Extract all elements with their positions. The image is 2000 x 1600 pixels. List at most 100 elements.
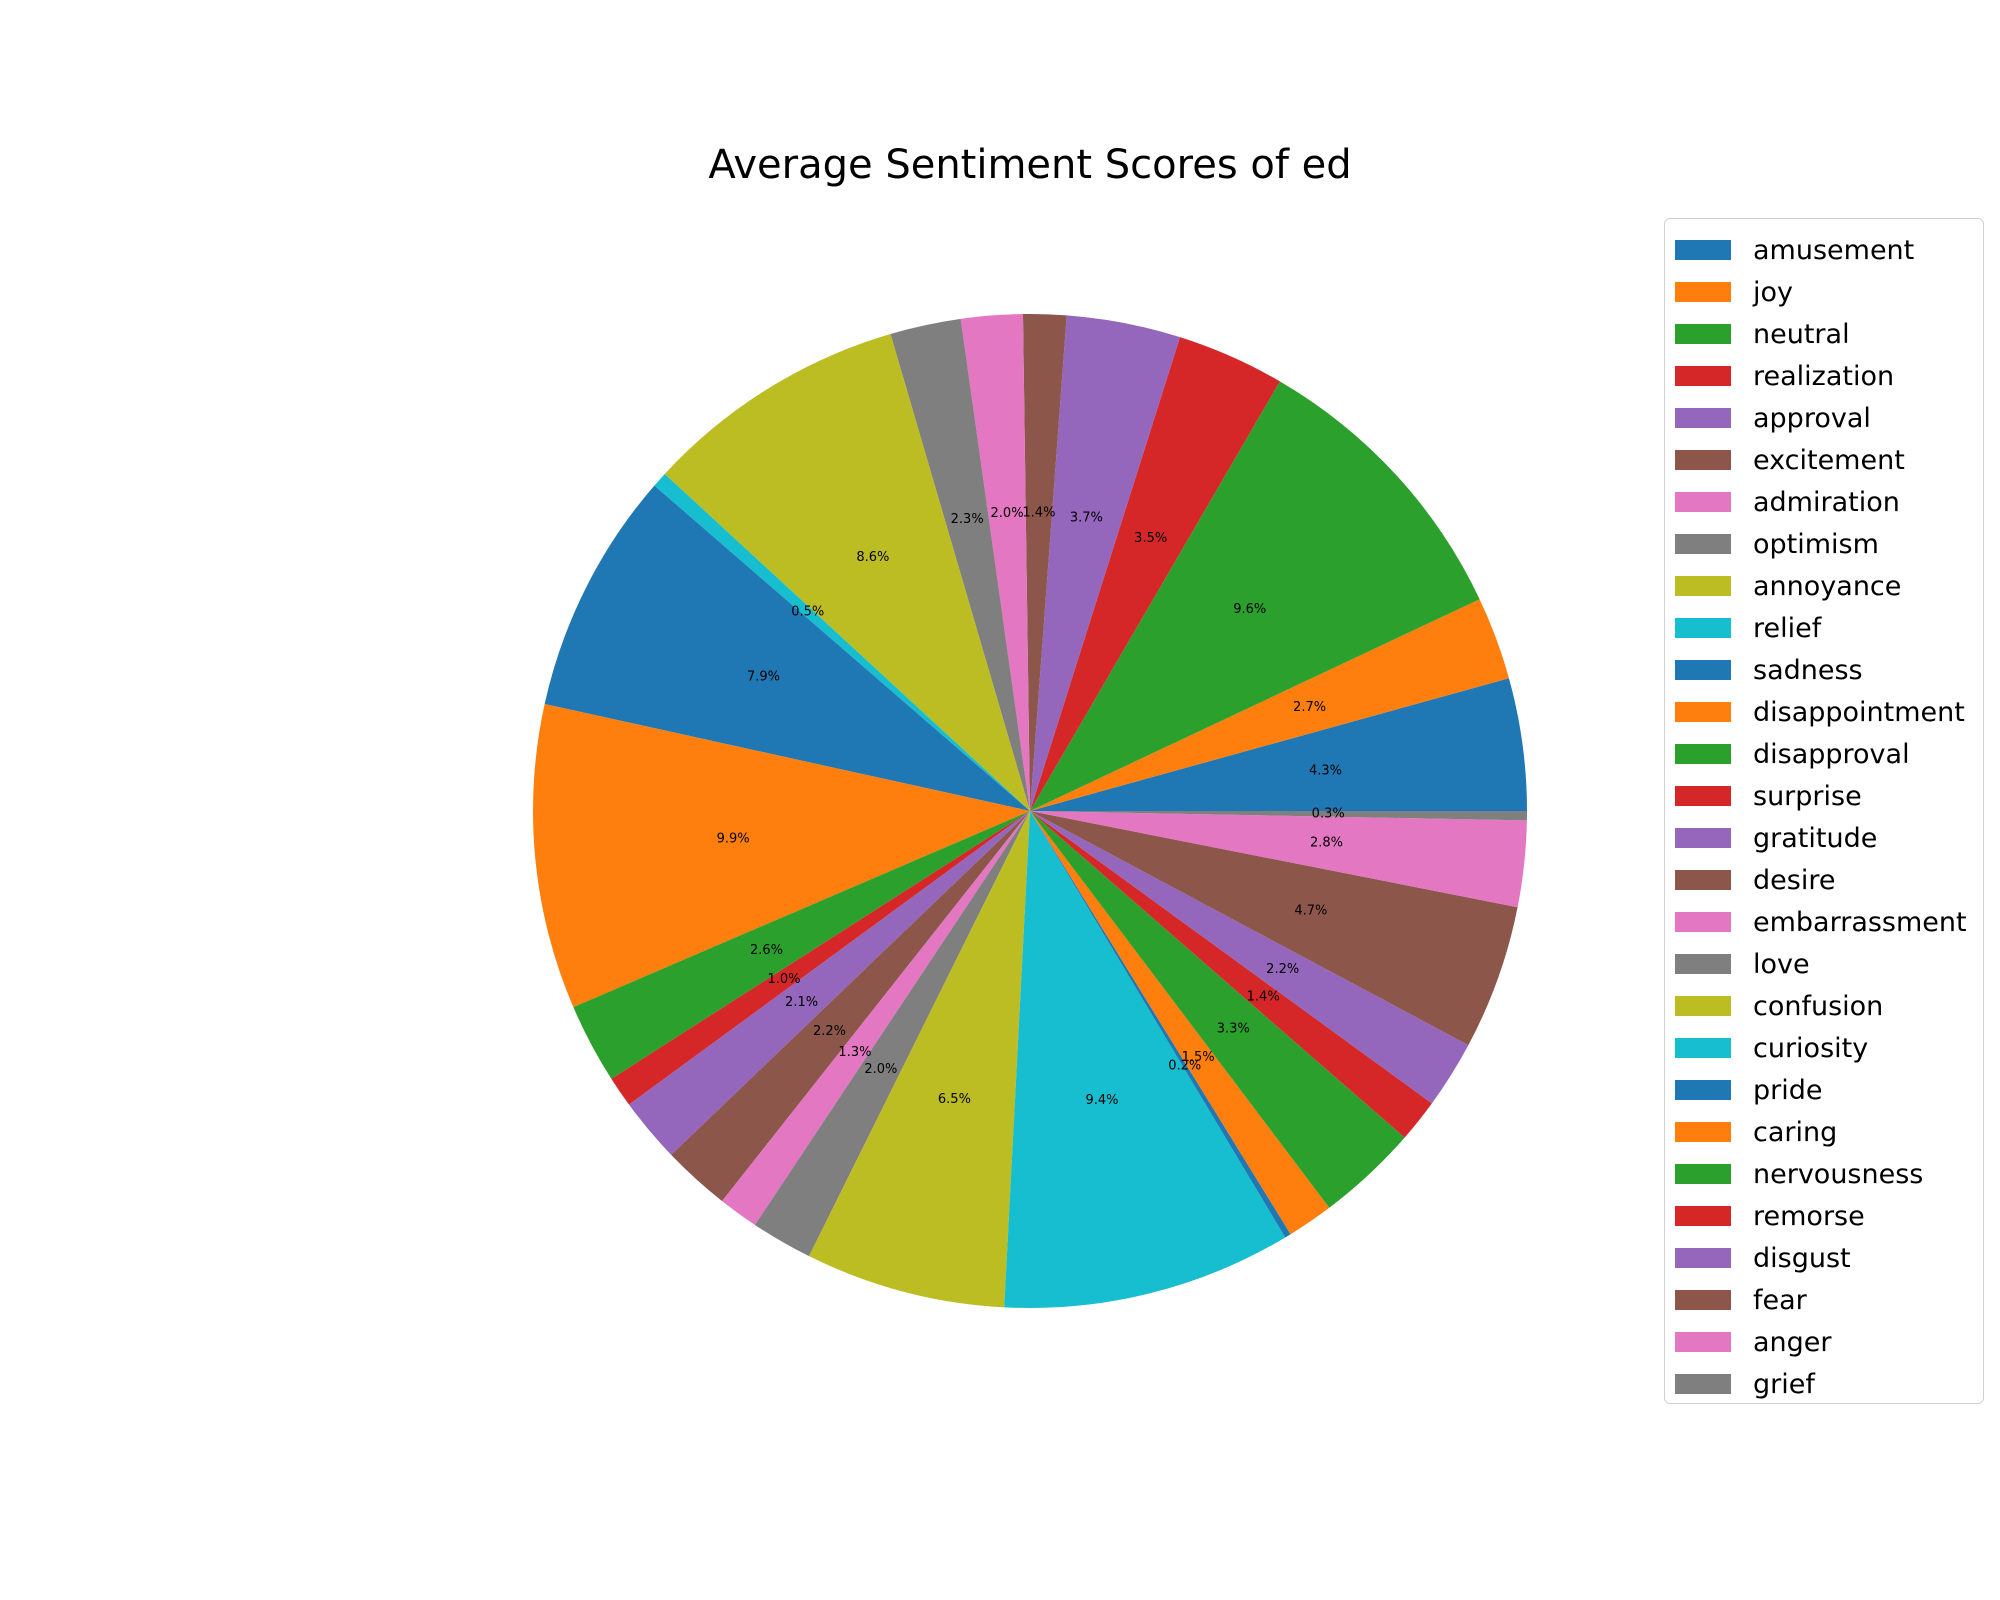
legend-swatch [1675,1080,1731,1100]
pie-slice-realization [1030,337,1280,811]
legend-swatch [1675,996,1731,1016]
legend-item-disgust: disgust [1675,1237,1851,1279]
legend-label: pride [1753,1074,1823,1106]
pie-slice-amusement [1030,678,1527,811]
pie-slice-fear [1030,811,1518,1046]
legend-item-approval: approval [1675,397,1871,439]
chart-title: Average Sentiment Scores of ed [708,142,1352,188]
legend-item-gratitude: gratitude [1675,817,1877,859]
legend-label: gratitude [1753,822,1878,854]
legend-label: desire [1753,864,1836,896]
legend-item-remorse: remorse [1675,1195,1865,1237]
pie-label-sadness: 7.9% [747,670,780,685]
pie-slice-embarrassment [722,811,1030,1225]
legend-item-joy: joy [1675,271,1793,313]
legend-label: admiration [1753,486,1900,518]
pie-label-realization: 3.5% [1134,531,1167,546]
pie-slice-gratitude [629,811,1030,1155]
legend-label: confusion [1753,990,1884,1022]
legend-swatch [1675,618,1731,638]
legend-item-anger: anger [1675,1321,1832,1363]
legend-swatch [1675,870,1731,890]
pie-label-joy: 2.7% [1293,700,1326,715]
pie-slice-excitement [1022,314,1067,811]
legend-swatch [1675,744,1731,764]
legend-swatch [1675,1164,1731,1184]
pie-slice-curiosity [1004,811,1286,1308]
legend-swatch [1675,660,1731,680]
pie-percent-labels: 4.3%2.7%9.6%3.5%3.7%1.4%2.0%2.3%8.6%0.5%… [717,505,1345,1107]
legend-item-disappointment: disappointment [1675,691,1965,733]
pie-label-desire: 2.2% [813,1024,846,1039]
legend-swatch [1675,408,1731,428]
legend-item-amusement: amusement [1675,229,1914,271]
legend-swatch [1675,366,1731,386]
pie-label-amusement: 4.3% [1309,763,1342,778]
legend-swatch [1675,912,1731,932]
legend-item-admiration: admiration [1675,481,1900,523]
legend-item-confusion: confusion [1675,985,1883,1027]
pie-label-annoyance: 8.6% [856,550,889,565]
legend-item-nervousness: nervousness [1675,1153,1923,1195]
legend-label: grief [1753,1368,1815,1400]
pie-label-curiosity: 9.4% [1085,1093,1118,1108]
pie-slice-disapproval [573,811,1030,1079]
legend-label: optimism [1753,528,1879,560]
legend-label: caring [1753,1116,1838,1148]
legend-item-optimism: optimism [1675,523,1879,565]
legend-swatch [1675,492,1731,512]
pie-slice-love [754,811,1030,1257]
legend-swatch [1675,324,1731,344]
pie-label-admiration: 2.0% [991,506,1024,521]
legend-swatch [1675,1038,1731,1058]
pie-slices [532,314,1527,1308]
pie-label-embarrassment: 1.3% [838,1045,871,1060]
legend-item-annoyance: annoyance [1675,565,1901,607]
legend-swatch [1675,1332,1731,1352]
legend-item-fear: fear [1675,1279,1807,1321]
legend-label: joy [1753,276,1793,308]
legend-label: sadness [1753,654,1863,686]
legend-label: embarrassment [1753,906,1967,938]
pie-slice-pride [1030,811,1291,1238]
pie-slice-confusion [809,811,1030,1308]
legend-label: annoyance [1753,570,1902,602]
legend-swatch [1675,702,1731,722]
legend-swatch [1675,282,1731,302]
pie-slice-surprise [611,811,1030,1105]
pie-label-pride: 0.2% [1168,1058,1201,1073]
legend-label: neutral [1753,318,1850,350]
pie-label-disgust: 2.2% [1266,962,1299,977]
pie-label-grief: 0.3% [1312,806,1345,821]
pie-slice-admiration [960,314,1030,811]
pie-label-remorse: 1.4% [1247,989,1280,1004]
legend-swatch [1675,1374,1731,1394]
legend-label: curiosity [1753,1032,1869,1064]
legend-item-surprise: surprise [1675,775,1862,817]
legend-item-realization: realization [1675,355,1894,397]
pie-slice-sadness [544,485,1030,811]
pie-slice-grief [1030,811,1527,821]
legend-label: nervousness [1753,1158,1924,1190]
pie-label-approval: 3.7% [1070,511,1103,526]
legend-label: disappointment [1753,696,1965,728]
pie-slice-joy [1030,599,1509,811]
legend-label: excitement [1753,444,1905,476]
pie-label-love: 2.0% [864,1062,897,1077]
pie-label-confusion: 6.5% [938,1092,971,1107]
legend-item-excitement: excitement [1675,439,1905,481]
pie-label-disappointment: 9.9% [717,832,750,847]
pie-slice-approval [1030,315,1181,811]
pie-slice-desire [671,811,1030,1202]
legend-label: amusement [1753,234,1915,266]
legend-swatch [1675,1122,1731,1142]
pie-slice-anger [1030,811,1527,908]
legend-swatch [1675,954,1731,974]
pie-label-caring: 1.5% [1182,1050,1215,1065]
legend-swatch [1675,1206,1731,1226]
legend-swatch [1675,828,1731,848]
legend-label: relief [1753,612,1822,644]
pie-label-nervousness: 3.3% [1217,1022,1250,1037]
legend-label: approval [1753,402,1871,434]
